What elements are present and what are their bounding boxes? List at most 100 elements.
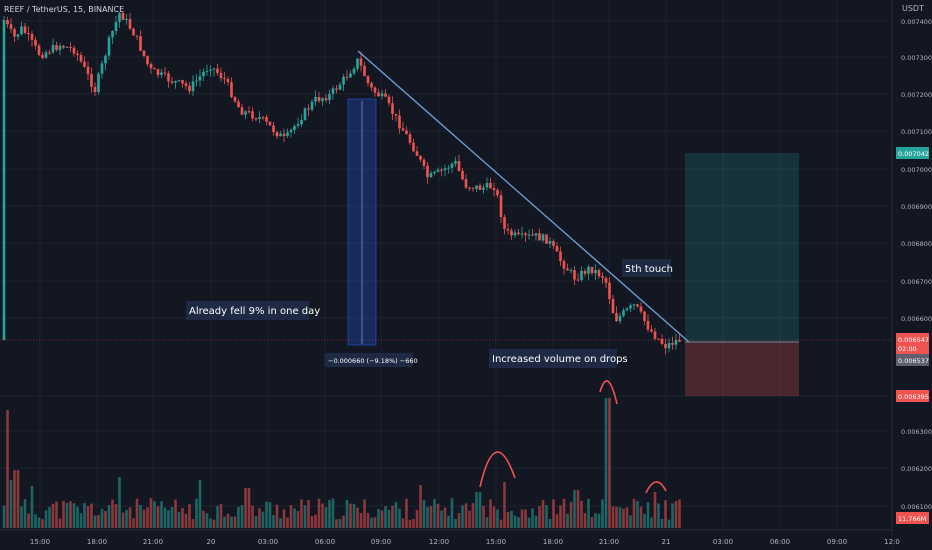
candle-body xyxy=(314,96,317,102)
stop-zone[interactable] xyxy=(685,343,799,396)
price-tick: 0.007100 xyxy=(901,128,932,136)
time-tick: 03:00 xyxy=(713,538,733,546)
volume-bar xyxy=(377,508,380,528)
time-tick: 12:00 xyxy=(429,538,449,546)
candle-body xyxy=(345,76,349,78)
candle-body xyxy=(268,121,272,126)
candle-body xyxy=(69,46,72,48)
volume-bar xyxy=(93,515,97,528)
fell-note-box[interactable] xyxy=(186,301,309,320)
candle-body xyxy=(191,81,195,92)
candle-body xyxy=(139,36,142,51)
volume-bar xyxy=(489,499,492,528)
price-axis[interactable] xyxy=(892,0,932,550)
volume-note-box[interactable] xyxy=(489,349,617,368)
candle-body xyxy=(111,31,114,38)
volume-bar xyxy=(230,516,233,528)
candle-body xyxy=(398,115,401,129)
candle-body xyxy=(55,44,58,50)
volume-bar xyxy=(597,513,601,528)
candle-body xyxy=(118,13,121,23)
volume-bar xyxy=(258,508,261,528)
volume-bar xyxy=(125,509,128,528)
time-axis[interactable] xyxy=(0,530,892,550)
volume-bar xyxy=(65,502,69,528)
candle-body xyxy=(170,81,174,83)
volume-arc-3 xyxy=(645,481,667,494)
volume-bar xyxy=(272,515,275,528)
volume-bar xyxy=(440,510,443,528)
candle-body xyxy=(461,170,464,180)
volume-badge-text: 11.766M xyxy=(898,515,926,523)
candle-body xyxy=(457,161,461,171)
volume-badge xyxy=(896,512,929,524)
target-zone[interactable] xyxy=(685,153,799,341)
candle-body xyxy=(496,190,499,196)
candle-body xyxy=(261,117,265,119)
candle-body xyxy=(72,47,76,54)
volume-bar xyxy=(433,498,436,528)
volume-bar xyxy=(107,504,111,528)
descending-trendline[interactable] xyxy=(357,50,690,343)
touch-note-box[interactable] xyxy=(622,259,671,277)
time-tick: 06:00 xyxy=(315,538,335,546)
candle-body xyxy=(503,217,506,229)
volume-arc-1 xyxy=(479,451,516,488)
candle-body xyxy=(405,130,408,135)
volume-bar xyxy=(475,492,478,528)
candle-body xyxy=(149,64,153,69)
candle-body xyxy=(664,343,667,349)
candle-body xyxy=(573,270,576,280)
volume-bar xyxy=(468,510,471,528)
volume-bar xyxy=(289,505,293,528)
candle-body xyxy=(468,187,471,189)
countdown-text: 02:00 xyxy=(898,345,917,353)
candle-body xyxy=(590,266,594,274)
price-tick: 0.006700 xyxy=(901,278,932,286)
candle-body xyxy=(9,24,13,30)
volume-bar xyxy=(380,510,384,528)
volume-bar xyxy=(506,512,510,528)
candle-body xyxy=(160,72,163,76)
candle-body xyxy=(422,159,426,166)
candle-body xyxy=(16,34,20,37)
volume-note: Increased volume on drops xyxy=(492,354,628,365)
volume-bar xyxy=(275,504,279,528)
candle-body xyxy=(167,73,170,82)
candle-body xyxy=(275,131,279,137)
candle-body xyxy=(594,270,597,274)
candle-body xyxy=(608,282,611,300)
volume-bar xyxy=(555,514,559,528)
volume-bar xyxy=(576,490,580,528)
candle-body xyxy=(566,268,569,271)
price-tick: 0.007300 xyxy=(901,54,932,62)
candle-body xyxy=(555,245,559,252)
volume-bar xyxy=(282,509,286,528)
candle-body xyxy=(121,13,125,20)
volume-bar xyxy=(492,506,496,528)
time-tick: 21:00 xyxy=(143,538,163,546)
candle-body xyxy=(646,320,650,330)
candle-body xyxy=(520,233,524,235)
time-tick: 09:00 xyxy=(827,538,847,546)
volume-bar xyxy=(174,499,177,528)
volume-bar xyxy=(34,514,37,528)
candle-body xyxy=(86,66,90,75)
candle-body xyxy=(272,125,275,132)
candle-body xyxy=(356,58,359,69)
volume-bar xyxy=(524,509,527,528)
volume-bar xyxy=(254,516,258,528)
volume-bar xyxy=(163,507,167,528)
volume-bar xyxy=(422,500,426,528)
candle-body xyxy=(391,103,394,114)
target-badge xyxy=(896,147,929,159)
candle-body xyxy=(282,133,286,136)
candle-body xyxy=(296,124,300,127)
volume-bar xyxy=(30,486,34,528)
candle-body xyxy=(632,304,636,306)
candle-body xyxy=(377,92,380,97)
candle-body xyxy=(79,54,83,62)
volume-bar xyxy=(184,513,188,528)
volume-bar xyxy=(83,503,86,528)
